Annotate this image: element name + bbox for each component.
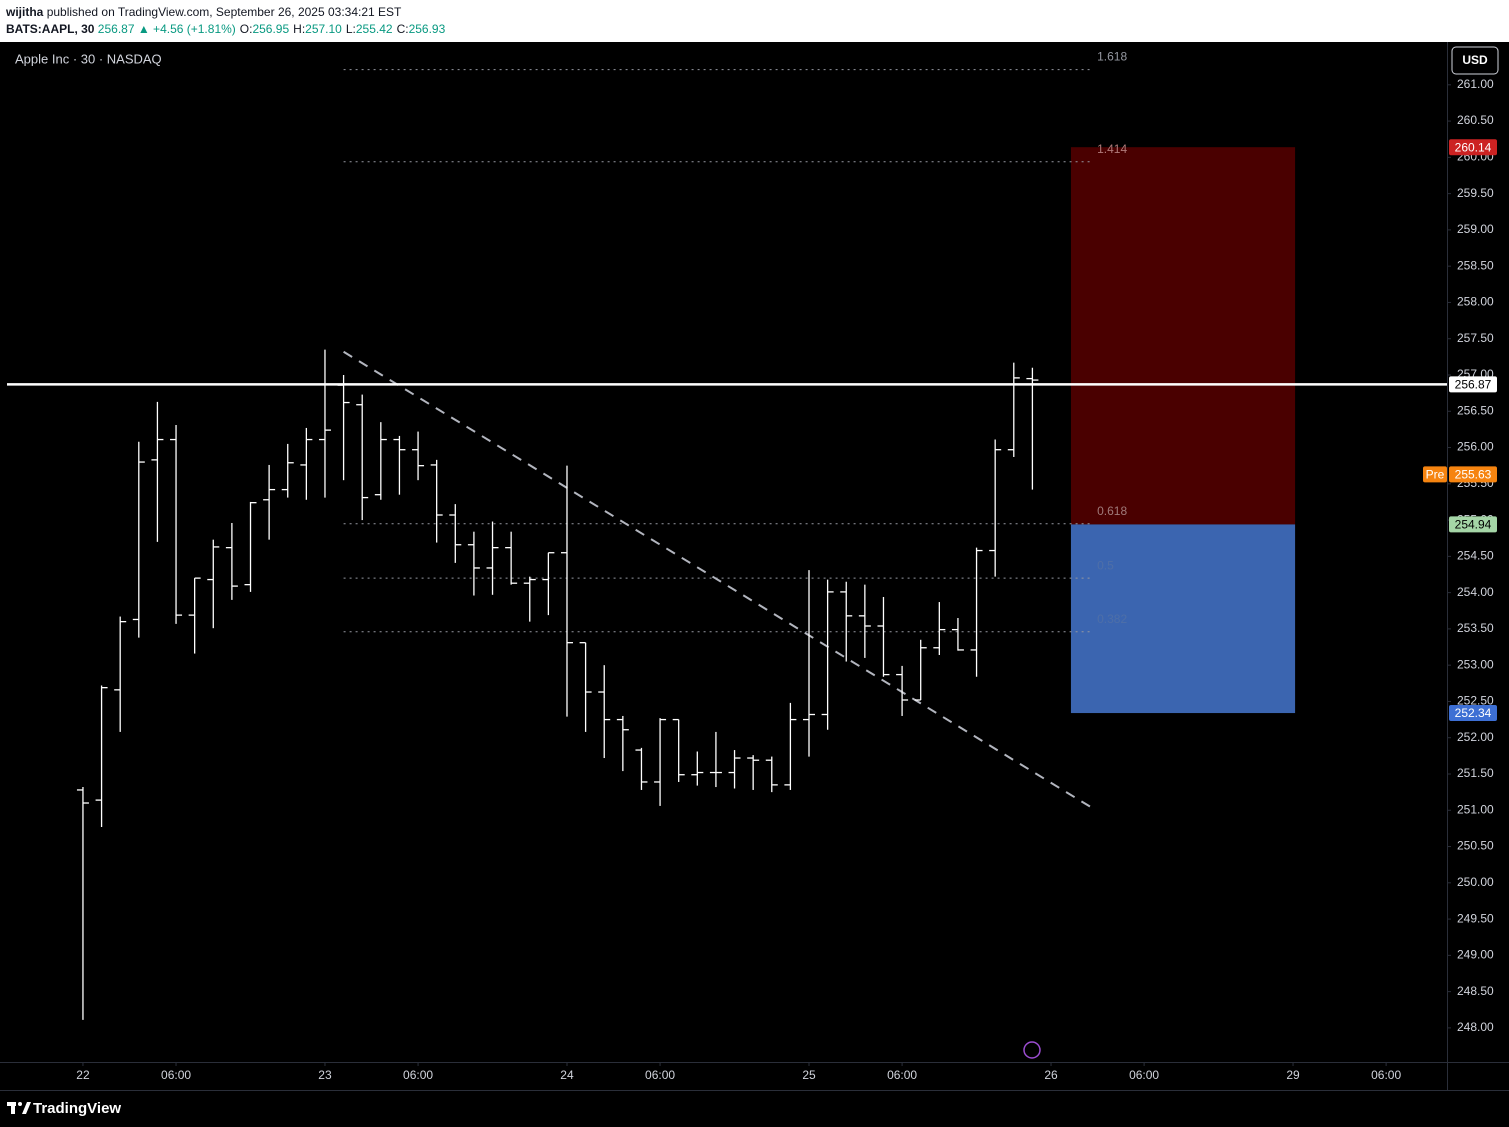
y-tick-label: 251.50 (1457, 766, 1494, 780)
ohlc-value: 257.10 (305, 22, 342, 36)
y-tick-label: 248.00 (1457, 1020, 1494, 1034)
y-tick-label: 250.50 (1457, 839, 1494, 853)
ohlc-value: 255.42 (355, 22, 393, 36)
y-tick-label: 260.50 (1457, 113, 1494, 127)
y-tick-label: 258.50 (1457, 258, 1494, 272)
price-badge-label: 254.94 (1455, 518, 1492, 532)
y-tick-label: 249.00 (1457, 948, 1494, 962)
event-icon[interactable] (1023, 1041, 1041, 1059)
y-tick-label: 252.50 (1457, 694, 1494, 708)
y-tick-label: 252.00 (1457, 730, 1494, 744)
quote-line: BATS:AAPL, 30 256.87 ▲ +4.56 (+1.81%) O:2… (6, 22, 445, 36)
ohlc-label: O: (239, 22, 253, 36)
y-tick-label: 250.00 (1457, 875, 1494, 889)
y-tick-label: 248.50 (1457, 984, 1494, 998)
y-tick-label: 256.00 (1457, 440, 1494, 454)
price-badge (1449, 705, 1497, 722)
fib-label: 0.5 (1097, 558, 1114, 572)
y-tick-label: 253.00 (1457, 657, 1494, 671)
price-badge (1449, 466, 1497, 483)
y-tick-label: 257.50 (1457, 331, 1494, 345)
stop-zone (1070, 147, 1296, 525)
price-badge-label: 255.63 (1455, 468, 1492, 482)
x-tick-label: 24 (560, 1068, 574, 1082)
author: wijitha (6, 5, 44, 19)
logo-part (22, 1102, 31, 1114)
x-tick-label: 06:00 (1129, 1068, 1159, 1082)
y-tick-label: 254.50 (1457, 549, 1494, 563)
currency-button[interactable] (1451, 46, 1499, 75)
y-tick-label: 253.50 (1457, 621, 1494, 635)
y-tick-label: 249.50 (1457, 911, 1494, 925)
y-tick-label: 258.00 (1457, 295, 1494, 309)
currency[interactable]: USD (1462, 53, 1488, 67)
price-badge-label: 252.34 (1455, 706, 1492, 720)
y-tick-label: 259.50 (1457, 186, 1494, 200)
ohlc-label: H: (293, 22, 306, 36)
x-tick-label: 22 (76, 1068, 90, 1082)
logo-part (18, 1102, 22, 1106)
x-tick-label: 06:00 (161, 1068, 191, 1082)
x-tick-label: 06:00 (645, 1068, 675, 1082)
ohlc-value: 256.95 (252, 22, 290, 36)
change: ▲ +4.56 (+1.81%) (137, 22, 236, 36)
price-badge-label: 256.87 (1455, 378, 1492, 392)
chart-title: Apple Inc · 30 · NASDAQ (15, 51, 162, 66)
y-tick-label: 259.00 (1457, 222, 1494, 236)
fib-label: 1.618 (1097, 50, 1127, 64)
last: 256.87 (97, 22, 135, 36)
footer-logo (7, 1102, 31, 1114)
price-badge-label: 260.14 (1455, 140, 1492, 154)
trend-line (343, 350, 1091, 808)
published: published on TradingView.com, September … (46, 5, 402, 19)
y-tick-label: 256.50 (1457, 403, 1494, 417)
ohlc: O:256.95 H:257.10 L:255.42 C:256.93 (236, 22, 446, 36)
session-tag (1423, 466, 1447, 483)
x-tick-label: 23 (318, 1068, 332, 1082)
y-tick-label: 261.00 (1457, 77, 1494, 91)
header: wijitha published on TradingView.com, Se… (0, 0, 1509, 42)
publish-line: wijitha published on TradingView.com, Se… (6, 5, 401, 19)
ohlc-value: 256.93 (408, 22, 446, 36)
x-tick-label: 25 (802, 1068, 816, 1082)
target-zone (1070, 524, 1296, 714)
x-tick-label: 06:00 (403, 1068, 433, 1082)
x-tick-label: 06:00 (1371, 1068, 1401, 1082)
y-tick-label: 254.00 (1457, 585, 1494, 599)
fib-label: 0.382 (1097, 612, 1127, 626)
fib-label: 1.414 (1097, 142, 1127, 156)
symbol: BATS:AAPL, 30 (6, 22, 95, 36)
price-badge (1449, 139, 1497, 156)
ohlc-label: L: (345, 22, 356, 36)
session-tag-label: Pre (1426, 468, 1445, 482)
footer-brand: TradingView (33, 1100, 121, 1117)
x-tick-label: 06:00 (887, 1068, 917, 1082)
price-badge (1449, 516, 1497, 533)
ohlc-label: C: (396, 22, 409, 36)
logo-part (11, 1102, 15, 1114)
fib-label: 0.618 (1097, 504, 1127, 518)
x-tick-label: 26 (1044, 1068, 1058, 1082)
y-tick-label: 251.00 (1457, 802, 1494, 816)
x-tick-label: 29 (1286, 1068, 1300, 1082)
price-badge (1449, 376, 1497, 393)
